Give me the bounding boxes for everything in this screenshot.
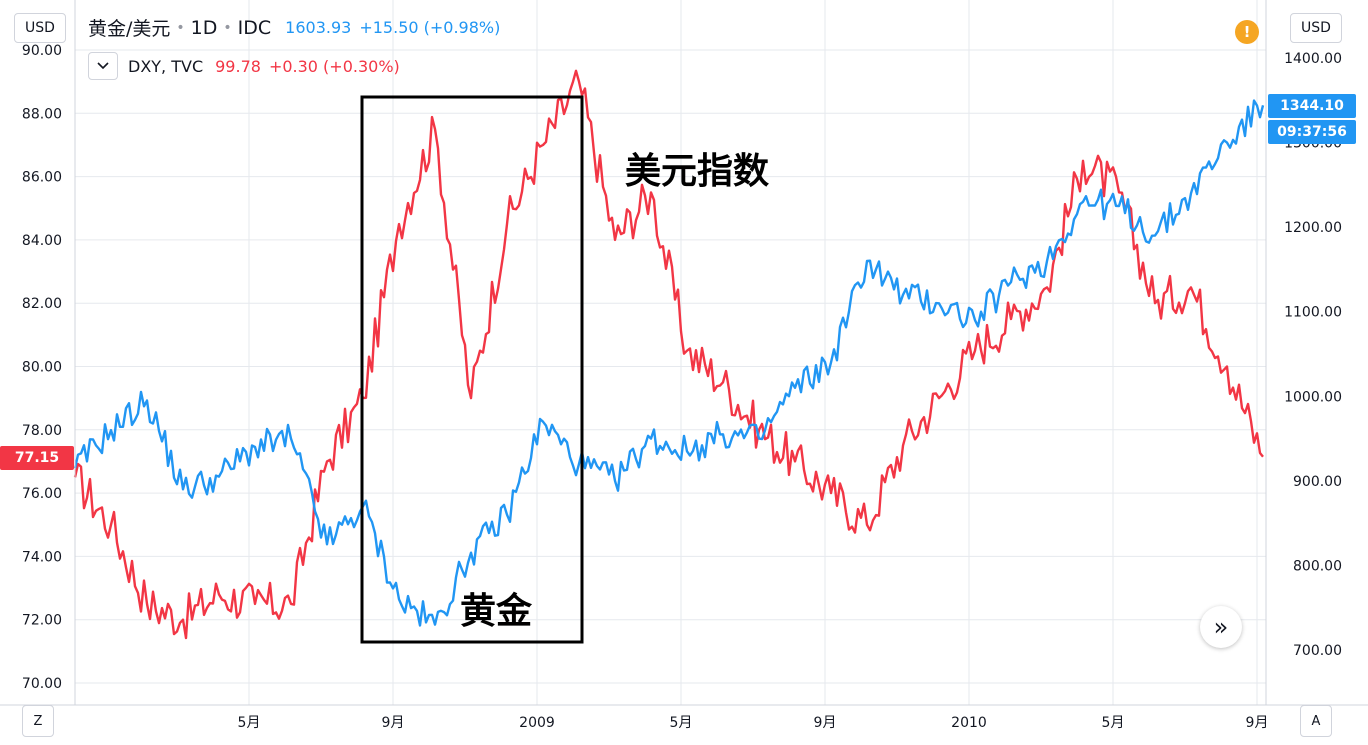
time-tick-label: 5月 — [1102, 715, 1125, 731]
time-axis[interactable]: 5月 9月 2009 5月 9月 2010 5月 9月 — [238, 715, 1269, 731]
left-tick-label: 80.00 — [22, 360, 62, 376]
scroll-to-realtime-icon[interactable]: » — [1200, 606, 1242, 648]
right-tick-label: 1400.00 — [1284, 51, 1342, 67]
chevron-down-icon[interactable] — [88, 52, 118, 80]
left-tick-label: 76.00 — [22, 486, 62, 502]
right-unit-badge[interactable]: USD — [1290, 13, 1342, 43]
separator: • — [223, 19, 232, 36]
left-unit-badge[interactable]: USD — [14, 13, 66, 43]
alert-icon[interactable]: ! — [1235, 20, 1259, 44]
chart-series — [73, 69, 1265, 640]
left-last-price-tag: 77.15 — [0, 446, 74, 470]
gold-annotation: 黄金 — [460, 591, 533, 632]
legend-overlay[interactable]: DXY, TVC 99.78 +0.30 (+0.30%) — [88, 52, 400, 80]
legend-main[interactable]: 黄金/美元 • 1D • IDC 1603.93 +15.50 (+0.98%) — [88, 14, 500, 41]
timezone-button[interactable]: Z — [22, 705, 54, 737]
left-price-axis[interactable]: 90.00 88.00 86.00 84.00 82.00 80.00 78.00 76.00… — [22, 43, 62, 692]
left-tick-label: 88.00 — [22, 106, 62, 122]
left-tick-label: 82.00 — [22, 296, 62, 312]
dxy-series-line — [73, 69, 1264, 640]
main-price: 1603.93 — [285, 18, 352, 37]
interval-label[interactable]: 1D — [190, 16, 218, 39]
overlay-change: +0.30 (+0.30%) — [268, 56, 400, 76]
auto-scale-button[interactable]: A — [1300, 705, 1332, 737]
time-tick-label: 2009 — [519, 715, 555, 731]
left-tick-label: 86.00 — [22, 170, 62, 186]
overlay-value: 99.78 — [215, 56, 261, 76]
overlay-name[interactable]: DXY, TVC — [128, 56, 204, 76]
left-tick-label: 84.00 — [22, 233, 62, 249]
highlight-box — [360, 95, 584, 644]
chart-grid — [75, 0, 1266, 705]
separator: • — [176, 19, 185, 36]
countdown-tag: 09:37:56 — [1268, 120, 1356, 144]
dxy-annotation: 美元指数 — [625, 151, 770, 192]
left-tick-label: 70.00 — [22, 676, 62, 692]
time-tick-label: 9月 — [814, 715, 837, 731]
time-tick-label: 9月 — [382, 715, 405, 731]
time-tick-label: 2010 — [951, 715, 987, 731]
main-change: +15.50 (+0.98%) — [359, 18, 501, 37]
right-tick-label: 1100.00 — [1284, 305, 1342, 321]
right-tick-label: 1200.00 — [1284, 220, 1342, 236]
left-tick-label: 90.00 — [22, 43, 62, 59]
time-tick-label: 9月 — [1246, 715, 1269, 731]
gold-series-line — [73, 99, 1265, 627]
symbol-name[interactable]: 黄金/美元 — [88, 18, 171, 40]
left-tick-label: 74.00 — [22, 549, 62, 565]
time-tick-label: 5月 — [670, 715, 693, 731]
right-tick-label: 900.00 — [1293, 474, 1342, 490]
source-label: IDC — [237, 16, 272, 39]
time-tick-label: 5月 — [238, 715, 261, 731]
right-tick-label: 800.00 — [1293, 558, 1342, 574]
right-last-price-tag: 1344.10 — [1268, 94, 1356, 118]
left-tick-label: 72.00 — [22, 613, 62, 629]
left-tick-label: 78.00 — [22, 423, 62, 439]
right-tick-label: 700.00 — [1293, 643, 1342, 659]
right-tick-label: 1000.00 — [1284, 389, 1342, 405]
